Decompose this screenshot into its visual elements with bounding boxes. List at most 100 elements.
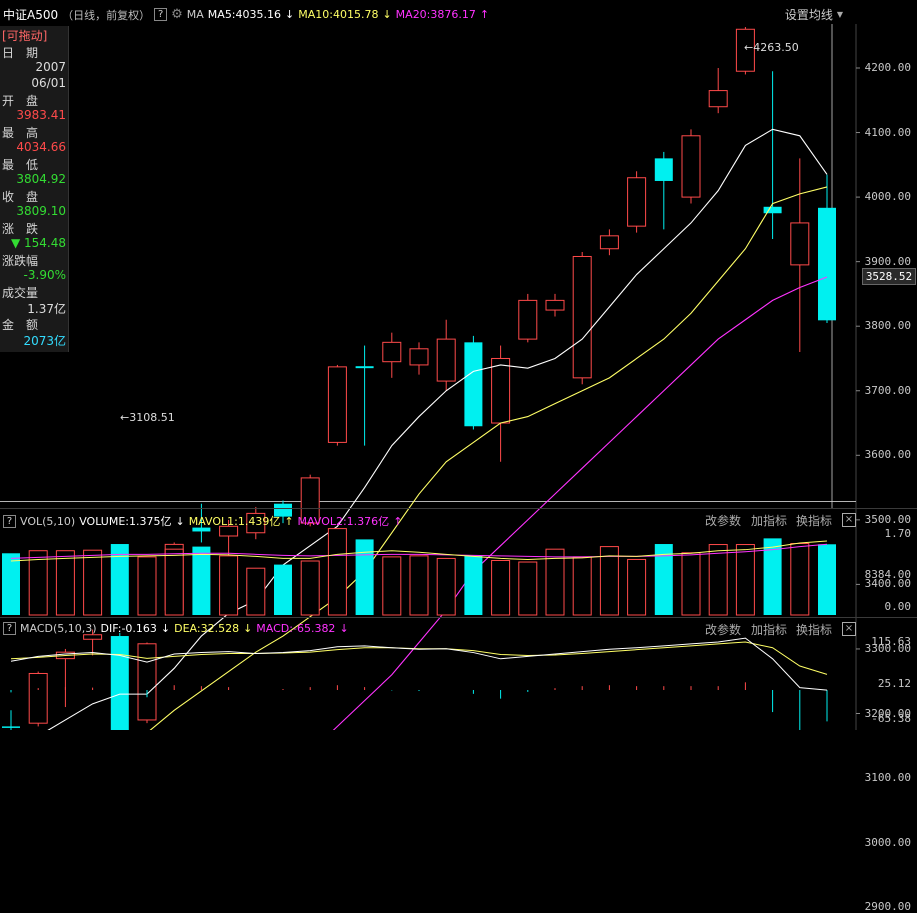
date-year: 2007 [35,60,66,74]
close-label: 收 盘 [2,190,39,204]
candle-body-up [627,177,647,227]
volume-label: 成交量 [2,286,39,300]
price-axis-tick: 3600.00 [864,448,911,462]
chevron-down-icon: ▼ [836,10,843,19]
volume-change-params-button[interactable]: 改参数 [705,514,742,528]
volume-bar-up [137,556,157,616]
price-axis-tick: 3100.00 [864,771,911,785]
volume-bar-down [464,555,483,615]
price-axis-tick: 3700.00 [864,383,911,397]
volume-bar-down [2,553,20,615]
candle-body-up [545,299,565,311]
ma20-arrow-icon: ↑ [479,8,490,21]
volume-bar-up [436,557,456,616]
volume-bar-up [28,550,48,616]
macd-panel-header: ? MACD(5,10,3) DIF:-0.163 ↓ DEA:32.528 ↓… [3,622,353,635]
macd-indicator-name[interactable]: MACD(5,10,3) [20,622,97,635]
candle-body-up [327,366,347,443]
gear-icon[interactable]: ⚙ [171,7,183,22]
ma-settings-button[interactable]: 设置均线 ▼ [785,6,847,23]
volume-add-indicator-button[interactable]: 加指标 [751,514,788,528]
volume-axis-mid: 8384.00 [864,568,911,581]
dea-line [10,641,828,675]
ma5-arrow-icon: ↓ [285,8,295,21]
low-annotation-value: 3108.51 [129,411,175,424]
candle-body-down [274,503,292,517]
macd-arrow-icon: ↓ [339,622,349,635]
price-axis-tick: 3500.00 [864,512,911,526]
volume-bar-up [246,567,266,616]
mavol1-value: MAVOL1:1.439亿 [188,515,281,528]
price-axis-tick: 4100.00 [864,125,911,139]
high-annotation: ←4263.50 [744,41,799,54]
macd-change-params-button[interactable]: 改参数 [705,623,742,637]
macd-axis-mid: 25.12 [877,677,911,690]
volume-arrow-icon: ↓ [175,514,185,528]
candle-body-up [681,135,701,198]
dea-arrow-icon: ↓ [243,622,253,635]
mavol2-value: MAVOL2:1.376亿 [297,515,390,528]
macd-close-icon[interactable]: × [842,622,856,636]
volume-bar-down [654,544,673,615]
volume-bar-up [572,556,592,616]
price-axis-tick: 4000.00 [864,190,911,204]
macd-add-indicator-button[interactable]: 加指标 [751,623,788,637]
candle-body-up [491,357,511,424]
candle-body-up [382,341,402,363]
stock-chart-canvas[interactable] [0,0,917,730]
macd-value: MACD:-65.382 [256,622,336,635]
price-axis-tick: 3000.00 [864,835,911,849]
help-icon[interactable]: ? [154,8,168,21]
index-title[interactable]: 中证A500 [3,8,59,22]
open-label: 开 盘 [2,94,39,108]
macd-axis-min: -65.38 [871,712,911,725]
volume-indicator-name[interactable]: VOL(5,10) [20,514,76,528]
drag-handle[interactable]: [可拖动] [2,29,48,43]
mavol1-arrow-icon: ↑ [284,514,294,528]
volume-switch-indicator-button[interactable]: 换指标 [796,514,833,528]
volume-value: VOLUME:1.375亿 [79,515,172,528]
macd-switch-indicator-button[interactable]: 换指标 [796,623,833,637]
volume-panel-header: ? VOL(5,10) VOLUME:1.375亿 ↓ MAVOL1:1.439… [3,513,406,529]
volume-bar-up [382,556,402,616]
candle-body-up [599,235,619,250]
volume-axis-max: 1.70 [884,527,912,540]
candle-body-down [464,342,483,427]
amount-value: 2073亿 [23,334,66,348]
volume-bar-down [192,546,211,615]
volume-bar-up [627,558,647,616]
low-annotation: ←3108.51 [120,411,175,424]
price-axis-tick: 2900.00 [864,900,911,913]
volume-bar-up [164,548,184,616]
volume-help-icon[interactable]: ? [3,514,16,528]
ma-settings-label: 设置均线 [784,8,833,22]
low-value: 3804.92 [16,172,66,186]
volume-bar-up [708,544,728,616]
quote-info-panel[interactable]: [可拖动] 日 期 2007 06/01 开 盘 3983.41 最 高 403… [0,26,69,352]
candle-body-down [818,207,836,321]
volume-value: 1.37亿 [27,302,66,316]
candle-body-down [654,158,673,181]
high-label: 最 高 [2,126,39,140]
open-value: 3983.41 [16,108,66,122]
change-label: 涨 跌 [2,222,39,236]
volume-close-icon[interactable]: × [842,513,856,527]
low-label: 最 低 [2,158,39,172]
volume-bar-down [110,544,129,615]
close-value: 3809.10 [16,204,66,218]
ma10-line [149,186,828,730]
dif-line [10,637,828,691]
volume-bar-up [518,561,538,616]
candle-body-up [518,299,538,340]
ma20-line [332,276,828,730]
volume-bar-up [790,543,810,616]
volume-bar-up [491,559,511,616]
volume-bar-down [763,538,782,615]
volume-bar-up [599,546,619,616]
amount-label: 金 额 [2,318,39,332]
crosshair-price-label: 3528.52 [862,268,916,285]
volume-bar-up [219,555,239,616]
mavol2-line [10,543,828,559]
volume-bar-up [409,555,429,616]
macd-help-icon[interactable]: ? [3,622,16,635]
